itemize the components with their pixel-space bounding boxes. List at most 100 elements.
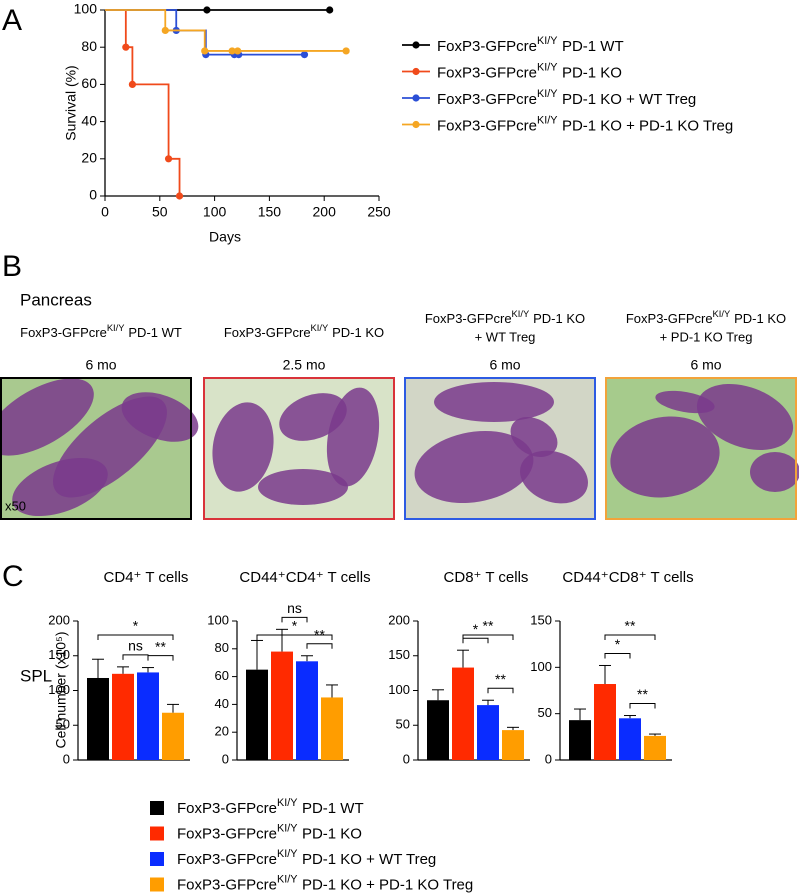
tissue — [434, 382, 554, 422]
label-rest: PD-1 KO — [562, 64, 622, 81]
label: FoxP3-GFPcreKI/Y PD-1 KO + PD-1 KO Treg — [177, 873, 473, 893]
significance-label: ** — [495, 671, 506, 687]
bar — [594, 684, 616, 760]
y-tick-label: 80 — [215, 640, 229, 655]
survival-point — [175, 192, 184, 200]
label-superscript: KI/Y — [537, 61, 557, 73]
label-superscript: KI/Y — [537, 88, 557, 100]
row-label: SPL — [20, 666, 52, 685]
bar — [162, 712, 184, 760]
significance-bracket — [462, 634, 514, 640]
survival-point — [342, 47, 350, 55]
tissue — [510, 417, 558, 457]
legend-marker — [412, 67, 420, 76]
image-border — [0, 377, 192, 520]
significance-bracket — [306, 643, 333, 649]
y-tick-label: 200 — [388, 612, 410, 627]
x-axis-label: Days — [209, 229, 241, 245]
label: FoxP3-GFPcreKI/Y PD-1 WT — [177, 797, 364, 817]
y-tick-label: 50 — [56, 717, 70, 732]
tissue — [326, 387, 380, 487]
significance-label: ns — [128, 638, 143, 654]
chart-title: CD8⁺ T cells — [444, 569, 529, 586]
y-tick-label: 0 — [89, 187, 97, 203]
label-base: FoxP3-GFPcre — [437, 117, 537, 134]
y-tick-label: 150 — [48, 647, 70, 662]
label-base: FoxP3-GFPcre — [626, 311, 713, 326]
tissue — [121, 392, 199, 442]
label: FoxP3-GFPcreKI/Y PD-1 KO + PD-1 KO Treg — [437, 114, 733, 134]
label: FoxP3-GFPcreKI/Y PD-1 WT — [20, 323, 182, 340]
survival-curve — [105, 9, 181, 196]
bar — [502, 730, 524, 760]
significance-label: * — [133, 618, 139, 634]
histology-image — [0, 378, 199, 519]
histology-title: Pancreas — [20, 290, 92, 309]
tissue — [655, 390, 715, 414]
significance-label: * — [615, 636, 621, 652]
survival-point — [128, 80, 136, 88]
bar — [296, 661, 318, 760]
label: FoxP3-GFPcreKI/Y PD-1 KO — [177, 822, 362, 842]
significance-label: * — [292, 618, 298, 634]
label: FoxP3-GFPcreKI/Y PD-1 KO — [437, 61, 622, 81]
label: FoxP3-GFPcreKI/Y PD-1 KO — [626, 309, 786, 326]
age-label: 6 mo — [489, 357, 520, 373]
panel-label: B — [2, 250, 22, 283]
y-tick-label: 60 — [215, 668, 229, 683]
significance-label: ** — [155, 638, 166, 654]
y-tick-label: 40 — [215, 696, 229, 711]
y-tick-label: 100 — [74, 1, 98, 17]
tissue — [610, 416, 720, 498]
significance-bracket — [604, 634, 656, 640]
label-rest: PD-1 KO — [533, 311, 585, 326]
tissue — [750, 452, 799, 492]
survival-point — [161, 26, 169, 35]
label-rest: PD-1 KO + WT Treg — [302, 851, 436, 868]
label-superscript: KI/Y — [277, 822, 297, 834]
histology-image — [606, 378, 799, 519]
label-superscript: KI/Y — [512, 309, 530, 319]
y-tick-label: 0 — [545, 751, 552, 766]
label-rest: PD-1 KO + WT Treg — [562, 91, 696, 108]
bar — [271, 651, 293, 760]
image-border — [404, 377, 596, 520]
y-tick-label: 0 — [63, 751, 70, 766]
y-tick-label: 150 — [388, 647, 410, 662]
bar — [112, 673, 134, 760]
bar — [569, 720, 591, 760]
label: FoxP3-GFPcreKI/Y PD-1 KO — [224, 323, 384, 340]
label: FoxP3-GFPcreKI/Y PD-1 KO + WT Treg — [177, 848, 436, 868]
label-rest: PD-1 KO — [734, 311, 786, 326]
panel-label: A — [2, 4, 22, 37]
tissue — [258, 469, 348, 505]
significance-bracket — [487, 687, 514, 694]
age-label: 6 mo — [85, 357, 116, 373]
chart-title: CD44⁺CD8⁺ T cells — [562, 569, 693, 586]
legend-marker — [412, 94, 420, 102]
magnification-label: x50 — [5, 498, 26, 513]
y-tick-label: 100 — [530, 659, 552, 674]
label-superscript: KI/Y — [107, 323, 125, 333]
label-base: FoxP3-GFPcre — [425, 311, 512, 326]
age-label: 6 mo — [690, 357, 721, 373]
survival-point — [201, 47, 209, 55]
y-tick-label: 0 — [403, 751, 410, 766]
legend-marker — [412, 41, 420, 49]
tissue — [0, 378, 94, 456]
label: FoxP3-GFPcreKI/Y PD-1 KO — [425, 309, 585, 326]
significance-label: ** — [637, 686, 648, 702]
bar — [644, 735, 666, 760]
y-axis-label: Cell number (x10⁵) — [53, 631, 69, 748]
label-base: FoxP3-GFPcre — [437, 38, 537, 55]
label-rest: PD-1 WT — [128, 325, 182, 340]
y-tick-label: 50 — [396, 717, 410, 732]
label-rest: PD-1 KO — [332, 325, 384, 340]
significance-bracket — [147, 655, 174, 661]
bar — [321, 697, 343, 760]
legend-swatch — [150, 826, 164, 841]
bar — [619, 718, 641, 760]
significance-label: ** — [625, 618, 636, 634]
